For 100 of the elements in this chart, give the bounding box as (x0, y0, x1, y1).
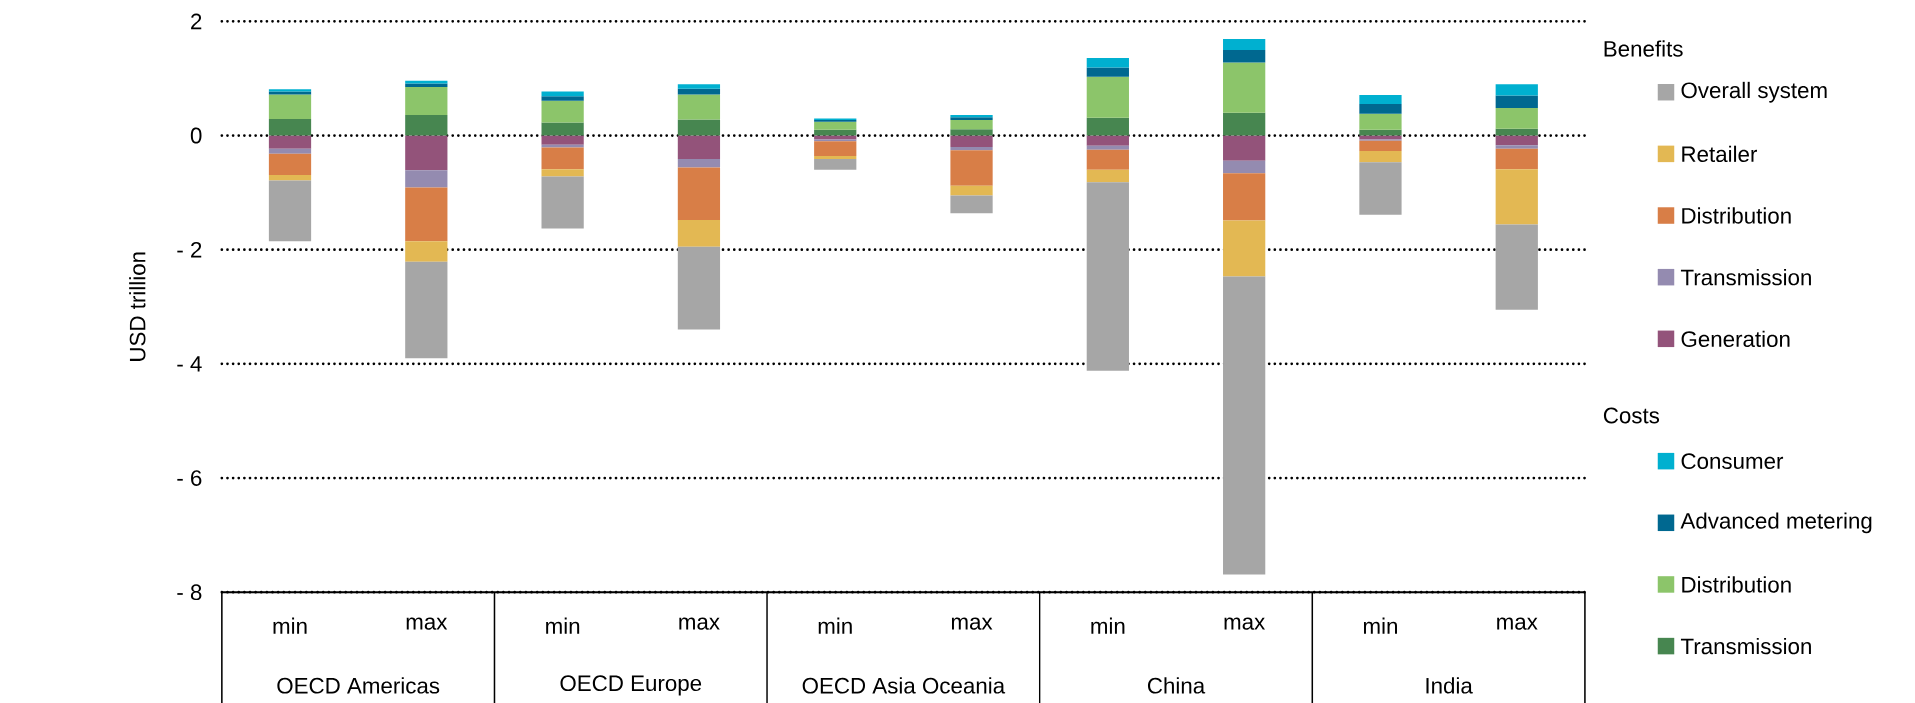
y-tick-label: 2 (191, 13, 202, 30)
bar (405, 261, 448, 359)
legend-label: Consumer (1681, 453, 1784, 470)
x-tick-label: max (406, 617, 448, 630)
bar (1495, 84, 1538, 96)
bar (677, 246, 721, 330)
bar (541, 100, 584, 123)
legend-title: Benefits (1604, 40, 1683, 57)
y-tick-label: - 2 (177, 241, 202, 258)
bar (1223, 39, 1266, 50)
bar (950, 129, 993, 136)
x-tick-label: min (818, 617, 852, 634)
bar (1495, 148, 1538, 170)
legend-label: Transmission (1680, 637, 1811, 655)
bar (1086, 149, 1129, 170)
bar (1495, 108, 1538, 129)
text: OECD Europe (560, 675, 702, 696)
text: OECD Americas (277, 677, 440, 694)
bar (950, 120, 993, 130)
bar (1359, 140, 1402, 151)
bar (950, 195, 993, 214)
bar (541, 135, 584, 145)
x-tick-label: max (1224, 617, 1266, 630)
bar (1086, 135, 1129, 146)
bar (541, 176, 584, 229)
bar (541, 122, 584, 136)
bar (814, 121, 857, 130)
bar (405, 135, 448, 171)
legend-label: Generation (1681, 330, 1790, 348)
bar (677, 94, 721, 120)
bar (1223, 220, 1266, 277)
bar (1223, 135, 1266, 161)
bar (268, 94, 312, 120)
y-axis-title: USD trillion (129, 252, 146, 361)
bar (677, 167, 721, 221)
bar (950, 185, 993, 196)
bar (1359, 150, 1402, 163)
text: Costs (1603, 407, 1660, 424)
text: India (1426, 677, 1473, 694)
bar (1495, 145, 1538, 149)
bar (1223, 112, 1266, 136)
bar (268, 174, 312, 181)
bar (1223, 276, 1266, 575)
text: China (1147, 677, 1206, 694)
bar (1223, 173, 1266, 221)
bar (268, 153, 312, 175)
bar (1086, 145, 1129, 150)
bar (1495, 169, 1538, 225)
bar (405, 80, 448, 84)
bar (950, 135, 993, 147)
bar (1223, 160, 1266, 174)
bar (268, 148, 312, 154)
x-tick-label: max (679, 617, 720, 630)
x-tick-label: max (1497, 617, 1538, 630)
bar (1359, 162, 1402, 215)
bar (1086, 182, 1129, 371)
bar (1086, 67, 1129, 77)
bar (1359, 129, 1402, 136)
legend-label: Retailer (1682, 145, 1758, 163)
bar (814, 141, 857, 157)
bar (1495, 95, 1538, 109)
bar (1359, 113, 1402, 130)
bar (1359, 135, 1402, 140)
bar (814, 156, 857, 159)
bar (677, 220, 721, 247)
text: OECD Asia Oceania (802, 677, 1006, 694)
bar (1359, 104, 1402, 114)
y-tick-label: - 6 (177, 470, 202, 486)
bar (677, 119, 721, 136)
bar (541, 169, 584, 177)
bar (268, 135, 312, 149)
bar (1359, 95, 1402, 105)
bar (268, 119, 312, 136)
x-tick-label: max (951, 617, 993, 630)
bar (1086, 76, 1129, 118)
x-tick-label: min (1091, 617, 1125, 634)
bar (541, 144, 584, 148)
bar (677, 158, 721, 168)
bar (1495, 135, 1538, 146)
legend-label: Distribution (1682, 207, 1791, 224)
bar (677, 84, 721, 89)
x-tick-label: min (273, 617, 307, 634)
bar (1223, 62, 1266, 113)
bar (405, 87, 448, 116)
bar (1086, 117, 1129, 136)
bar (1086, 57, 1129, 68)
bar (677, 135, 721, 159)
bar (405, 187, 448, 242)
bar (541, 96, 584, 101)
bar (1086, 169, 1129, 183)
legend-label: Distribution (1682, 576, 1791, 593)
bar (814, 129, 857, 136)
bar (814, 158, 857, 170)
legend-label: Overall system (1681, 81, 1827, 103)
x-tick-label: min (1363, 617, 1397, 634)
bar (405, 115, 448, 136)
y-tick-label: - 8 (177, 584, 202, 601)
bar (405, 241, 448, 262)
legend-label: Advanced metering (1680, 512, 1872, 534)
x-tick-label: min (546, 617, 580, 634)
